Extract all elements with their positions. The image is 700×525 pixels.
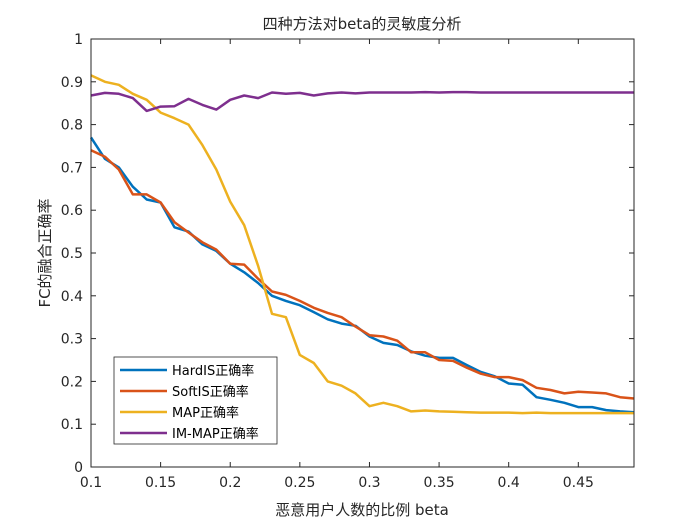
y-tick-label: 0.8 xyxy=(61,118,83,134)
y-axis-label: FC的融合正确率 xyxy=(36,198,54,307)
legend-label-3: IM-MAP正确率 xyxy=(172,426,259,442)
x-tick-label: 0.3 xyxy=(358,475,380,491)
series-layer xyxy=(89,74,635,415)
legend-label-0: HardIS正确率 xyxy=(172,363,254,379)
y-tick-label: 0.7 xyxy=(61,160,83,176)
y-tick-label: 0.2 xyxy=(61,374,83,390)
x-tick-label: 0.25 xyxy=(284,475,315,491)
plot-frame xyxy=(90,38,635,468)
series-line-2 xyxy=(90,74,634,415)
y-tick-label: 0.9 xyxy=(61,75,83,91)
x-tick-label: 0.2 xyxy=(219,475,241,491)
chart-title: 四种方法对beta的灵敏度分析 xyxy=(263,15,462,33)
y-tick-label: 0 xyxy=(74,460,83,476)
y-tick-label: 0.1 xyxy=(61,417,83,433)
series-line-3 xyxy=(90,90,634,113)
x-tick-label: 0.35 xyxy=(423,475,454,491)
x-tick-label: 0.4 xyxy=(498,475,520,491)
x-tick-label: 0.15 xyxy=(145,475,176,491)
legend-label-1: SoftIS正确率 xyxy=(172,384,249,400)
x-tick-label: 0.45 xyxy=(563,475,594,491)
legend: HardIS正确率 SoftIS正确率 MAP正确率 IM-MAP正确率 xyxy=(113,356,278,445)
y-tick-label: 0.3 xyxy=(61,332,83,348)
series-line-1 xyxy=(90,149,635,400)
x-tick-label: 0.1 xyxy=(80,475,102,491)
y-tick-label: 0.6 xyxy=(61,203,83,219)
legend-label-2: MAP正确率 xyxy=(172,405,239,421)
ticks-layer: 0.1 0.15 0.2 0.25 0.3 0.35 0.4 0.4500.10.20.30.… xyxy=(61,32,634,491)
y-tick-label: 0.5 xyxy=(61,246,83,262)
x-axis-label: 恶意用户人数的比例 beta xyxy=(275,501,449,519)
legend-box xyxy=(113,356,278,445)
y-tick-label: 1 xyxy=(74,32,83,48)
y-tick-label: 0.4 xyxy=(61,289,83,305)
